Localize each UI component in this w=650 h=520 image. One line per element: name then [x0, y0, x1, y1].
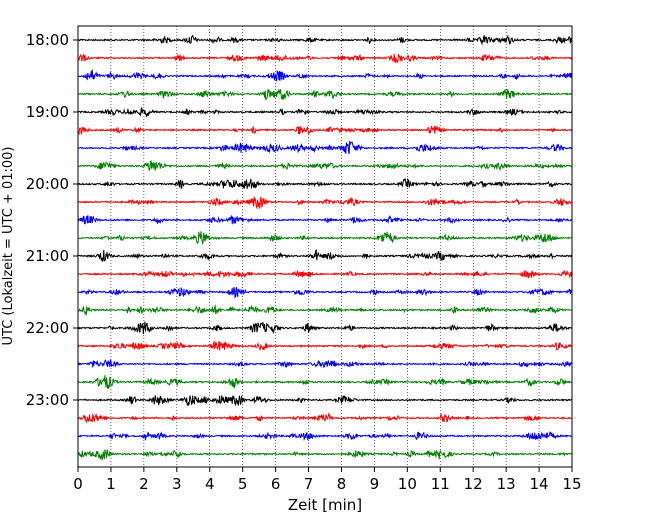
x-tick-label: 4 [205, 475, 215, 493]
x-tick-label: 15 [562, 475, 581, 493]
x-axis-title: Zeit [min] [288, 496, 362, 514]
trace-line [77, 431, 573, 442]
x-tick-label: 9 [370, 475, 380, 493]
trace-line [77, 449, 573, 461]
trace-line [77, 53, 573, 64]
y-tick-label: 18:00 [26, 31, 69, 49]
trace-line [77, 286, 573, 299]
trace-line [77, 140, 573, 155]
y-tick-label: 21:00 [26, 247, 69, 265]
x-tick-label: 7 [304, 475, 314, 493]
trace-line [77, 412, 573, 424]
trace-line [77, 321, 573, 335]
trace-line [77, 160, 573, 172]
seismic-traces [77, 34, 573, 461]
x-tick-label: 14 [530, 475, 549, 493]
trace-line [77, 69, 573, 82]
y-axis-title: UTC (Lokalzeit = UTC + 01:00) [1, 147, 16, 346]
y-axis-ticks: 18:00 19:00 20:00 21:00 22:00 23:00 [26, 31, 78, 409]
x-tick-label: 1 [106, 475, 116, 493]
trace-line [77, 375, 573, 390]
y-tick-label: 19:00 [26, 103, 69, 121]
trace-line [77, 177, 573, 189]
plot-area [78, 26, 572, 467]
plot-frame [77, 25, 573, 468]
x-tick-label: 5 [238, 475, 248, 493]
trace-line [77, 269, 573, 279]
trace-line [77, 304, 573, 316]
trace-line [77, 196, 573, 210]
trace-line [77, 249, 573, 262]
x-tick-label: 2 [139, 475, 149, 493]
y-tick-label: 22:00 [26, 319, 69, 337]
y-tick-label: 23:00 [26, 391, 69, 409]
trace-line [77, 359, 573, 369]
x-tick-label: 8 [337, 475, 347, 493]
x-axis-ticks: 0 1 2 3 4 5 6 7 8 9 10 11 12 13 14 15 [73, 467, 582, 493]
trace-line [77, 394, 573, 407]
trace-line [77, 89, 573, 101]
x-tick-label: 6 [271, 475, 281, 493]
x-tick-label: 12 [464, 475, 483, 493]
x-tick-label: 3 [172, 475, 182, 493]
y-tick-label: 20:00 [26, 175, 69, 193]
trace-line [77, 106, 573, 118]
trace-line [77, 215, 573, 225]
trace-line [77, 231, 573, 245]
trace-line [77, 340, 573, 351]
x-tick-label: 11 [431, 475, 450, 493]
x-tick-label: 0 [73, 475, 83, 493]
x-tick-label: 13 [497, 475, 516, 493]
x-tick-label: 10 [398, 475, 417, 493]
trace-line [77, 34, 573, 46]
trace-line [77, 125, 573, 136]
